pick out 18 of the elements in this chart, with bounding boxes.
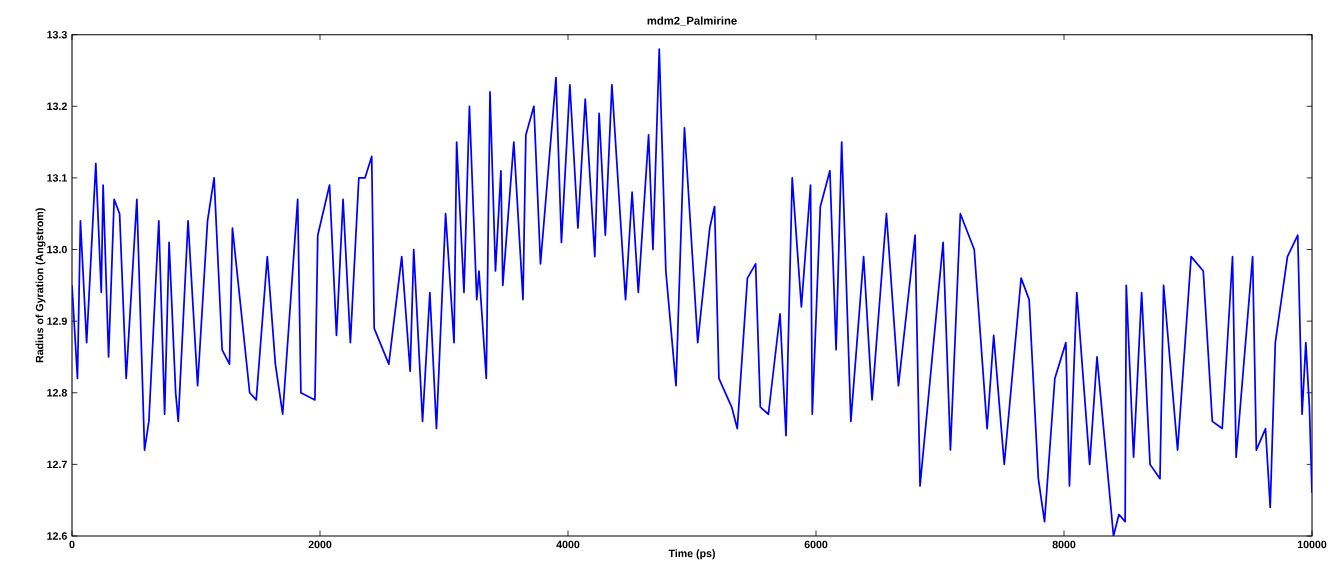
y-tick-label: 12.9 xyxy=(47,317,67,325)
x-tick-label: 4000 xyxy=(556,540,580,549)
x-tick-label: 2000 xyxy=(308,540,332,549)
y-tick-label: 13.1 xyxy=(47,174,67,182)
x-tick-label: 6000 xyxy=(804,540,828,549)
chart-title: mdm2_Palmirine xyxy=(647,16,737,26)
line-series xyxy=(72,48,1313,536)
y-tick-label: 12.7 xyxy=(47,460,67,469)
y-axis-title: Radius of Gyration (Angstrom) xyxy=(35,208,46,363)
x-tick-label: 8000 xyxy=(1052,540,1076,549)
x-axis-title: Time (ps) xyxy=(668,549,715,560)
y-tick-label: 12.6 xyxy=(47,532,67,540)
y-tick-label: 13.2 xyxy=(47,102,67,111)
y-tick-label: 13.3 xyxy=(47,30,67,39)
x-tick-label: 10000 xyxy=(1297,540,1327,549)
y-tick-label: 12.8 xyxy=(47,389,67,397)
x-tick-label: 0 xyxy=(69,540,75,549)
y-tick-label: 13.0 xyxy=(47,245,67,254)
